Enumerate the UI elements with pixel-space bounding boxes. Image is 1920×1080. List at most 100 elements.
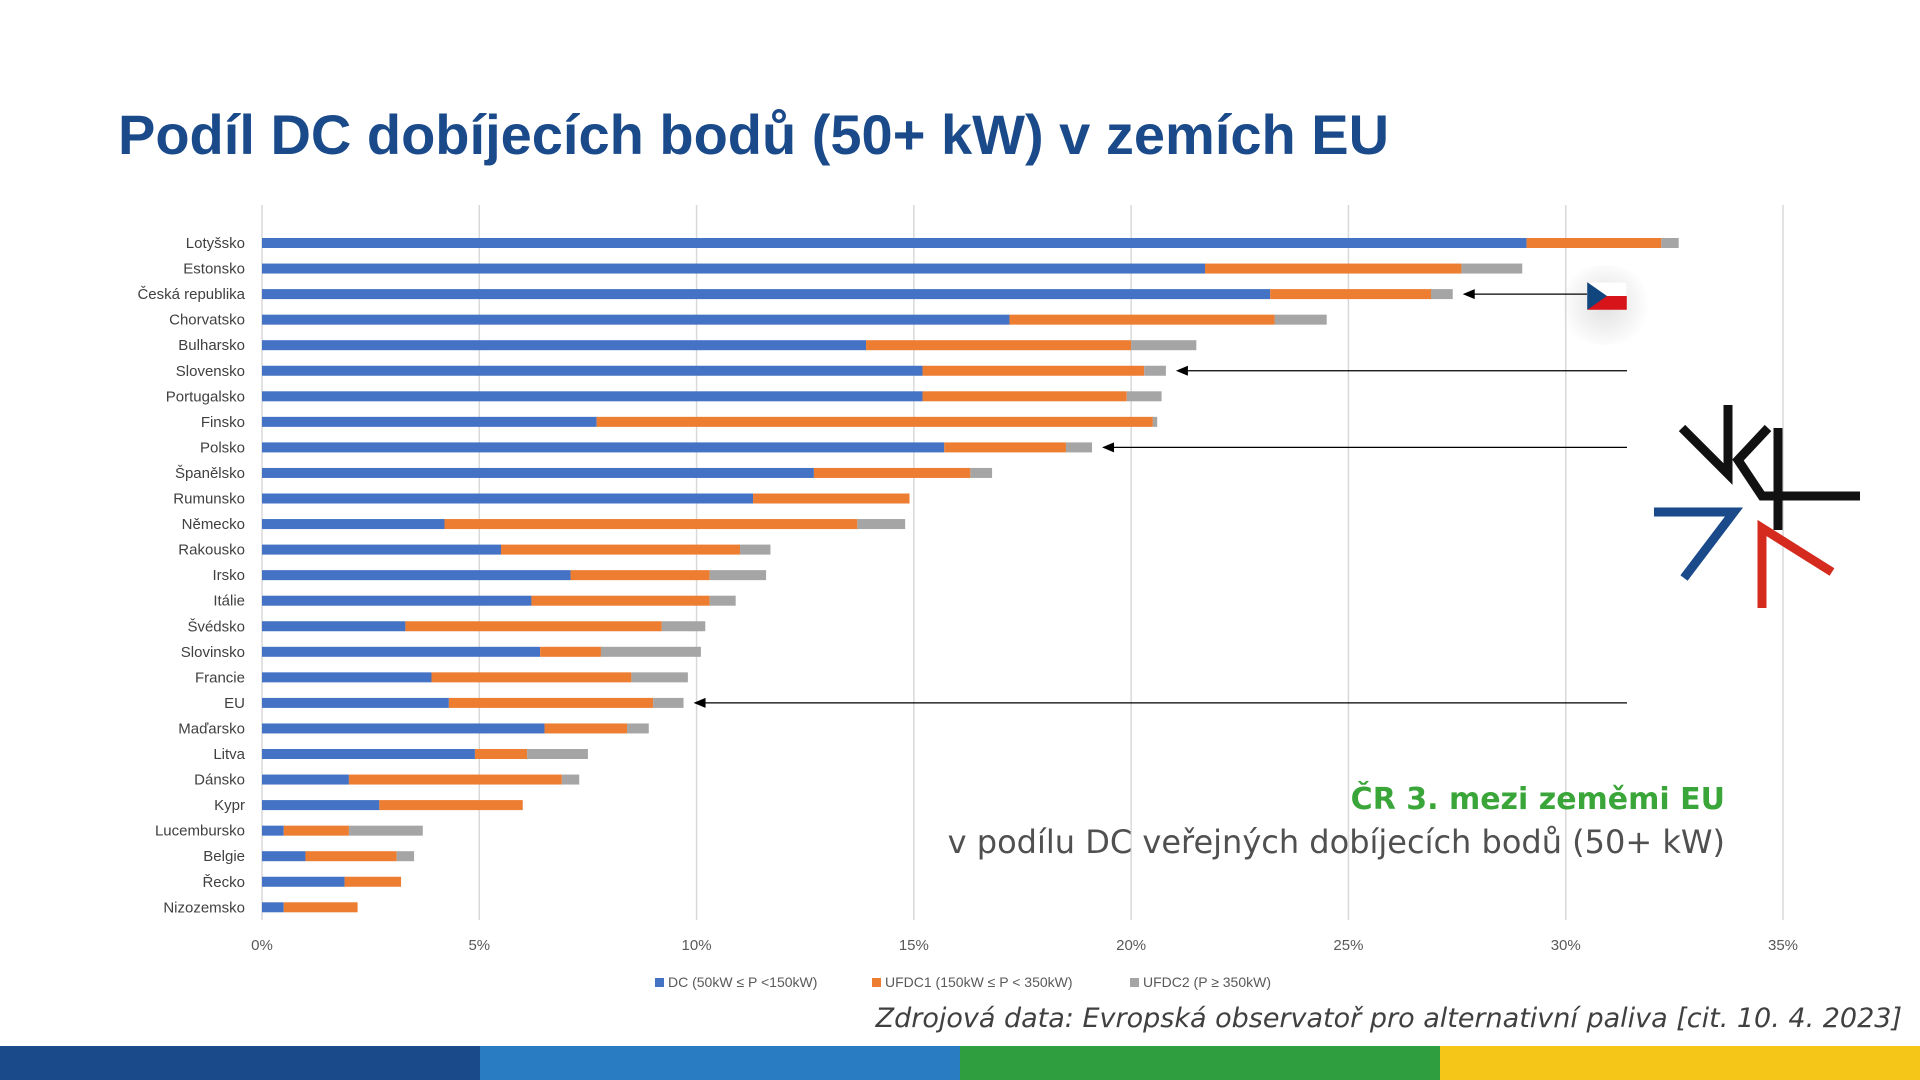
- bar-segment: [262, 544, 502, 555]
- bar-segment: [262, 289, 1271, 300]
- bar-segment: [262, 774, 349, 785]
- bar-segment: [1144, 365, 1166, 376]
- category-label: Francie: [195, 669, 245, 686]
- bar-segment: [262, 365, 923, 376]
- category-label: Maďarsko: [178, 720, 245, 737]
- bar-segment: [1152, 416, 1158, 427]
- bar-segment: [970, 467, 993, 478]
- bar-segment: [262, 902, 284, 913]
- callout-description: v podílu DC veřejných dobíjecích bodů (5…: [947, 823, 1725, 861]
- category-label: Česká republika: [137, 286, 245, 303]
- bar-segment: [262, 723, 545, 734]
- category-label: Lotyšsko: [186, 235, 245, 252]
- legend-swatch: [872, 978, 881, 987]
- bar-segment: [262, 749, 475, 759]
- bar-segment: [379, 800, 523, 811]
- bar-segment: [396, 851, 415, 862]
- category-label: Španělsko: [175, 465, 245, 482]
- bar-segment: [709, 570, 767, 581]
- x-tick-label: 10%: [682, 937, 712, 954]
- bar-segment: [1461, 263, 1523, 274]
- category-label: Německo: [182, 516, 245, 533]
- bar-segment: [262, 442, 945, 453]
- bar-segment: [262, 800, 380, 811]
- x-tick-label: 30%: [1551, 937, 1581, 954]
- footer-color-bar: [0, 1046, 1920, 1080]
- category-label: Bulharsko: [178, 337, 245, 354]
- bar-segment: [262, 825, 284, 836]
- bar-segment: [1274, 314, 1327, 325]
- bar-segment: [344, 876, 402, 887]
- v4-logo-icon: [1654, 405, 1860, 608]
- callout-highlight: ČR 3. mezi zeměmi EU: [1350, 782, 1725, 817]
- bar-segment: [753, 493, 910, 504]
- bar-segment: [262, 851, 306, 862]
- bar-segment: [262, 621, 406, 632]
- bar-segment: [596, 416, 1153, 427]
- bar-segment: [431, 672, 632, 683]
- bar-segment: [262, 340, 867, 351]
- bar-segment: [348, 774, 562, 785]
- category-label: Litva: [213, 746, 245, 763]
- bar-segment: [709, 595, 736, 606]
- pointer-arrow-head: [693, 697, 706, 708]
- x-tick-label: 5%: [468, 937, 490, 954]
- footer-segment: [1440, 1046, 1920, 1080]
- x-tick-label: 20%: [1116, 937, 1146, 954]
- bar-segment: [540, 646, 601, 657]
- category-label: Slovinsko: [181, 644, 245, 661]
- legend-label: UFDC2 (P ≥ 350kW): [1143, 974, 1271, 990]
- bar-segment: [1270, 289, 1431, 300]
- bar-segment: [1205, 263, 1462, 274]
- category-label: EU: [224, 695, 245, 712]
- category-label: Finsko: [201, 414, 245, 431]
- category-label: Kypr: [214, 797, 245, 814]
- category-label: Lucembursko: [155, 823, 245, 840]
- footer-segment: [480, 1046, 960, 1080]
- bar-segment: [283, 902, 358, 913]
- bar-segment: [262, 570, 571, 581]
- category-label: Nizozemsko: [163, 899, 245, 916]
- bar-segment: [262, 467, 814, 478]
- category-label: Rakousko: [178, 542, 245, 559]
- legend-swatch: [1130, 978, 1139, 987]
- category-label: Estonsko: [183, 261, 245, 278]
- bar-segment: [283, 825, 349, 836]
- bar-segment: [262, 876, 345, 887]
- x-tick-label: 25%: [1333, 937, 1363, 954]
- category-label: Chorvatsko: [169, 312, 245, 329]
- category-label: Slovensko: [176, 363, 245, 380]
- bar-segment: [631, 672, 688, 683]
- bar-segment: [1065, 442, 1093, 453]
- category-label: Itálie: [213, 593, 245, 610]
- bar-segment: [570, 570, 710, 581]
- bar-segment: [653, 697, 684, 708]
- bar-segment: [262, 416, 597, 427]
- category-label: Irsko: [212, 567, 245, 584]
- bar-segment: [1526, 238, 1662, 248]
- x-tick-label: 35%: [1768, 937, 1798, 954]
- source-note: Zdrojová data: Evropská observatoř pro a…: [875, 1003, 1902, 1034]
- bar-segment: [922, 391, 1127, 402]
- legend-label: UFDC1 (150kW ≤ P < 350kW): [885, 974, 1073, 990]
- bar-segment: [1430, 289, 1453, 300]
- legend-label: DC (50kW ≤ P <150kW): [668, 974, 817, 990]
- slide-title: Podíl DC dobíjecích bodů (50+ kW) v zemí…: [118, 103, 1390, 166]
- bar-segment: [600, 646, 701, 657]
- category-label: Dánsko: [194, 772, 245, 789]
- bar-segment: [544, 723, 628, 734]
- bar-segment: [262, 493, 754, 504]
- bar-segment: [262, 672, 432, 683]
- bar-segment: [444, 519, 858, 530]
- pointer-arrow-head: [1102, 442, 1115, 453]
- pointer-arrow-head: [1462, 289, 1475, 300]
- bar-segment: [740, 544, 771, 555]
- bar-segment: [561, 774, 580, 785]
- bar-segment: [661, 621, 706, 632]
- category-label: Polsko: [200, 439, 245, 456]
- bar-segment: [348, 825, 423, 836]
- bar-segment: [262, 391, 923, 402]
- category-label: Rumunsko: [173, 491, 245, 508]
- bar-segment: [262, 595, 532, 606]
- bar-segment: [501, 544, 741, 555]
